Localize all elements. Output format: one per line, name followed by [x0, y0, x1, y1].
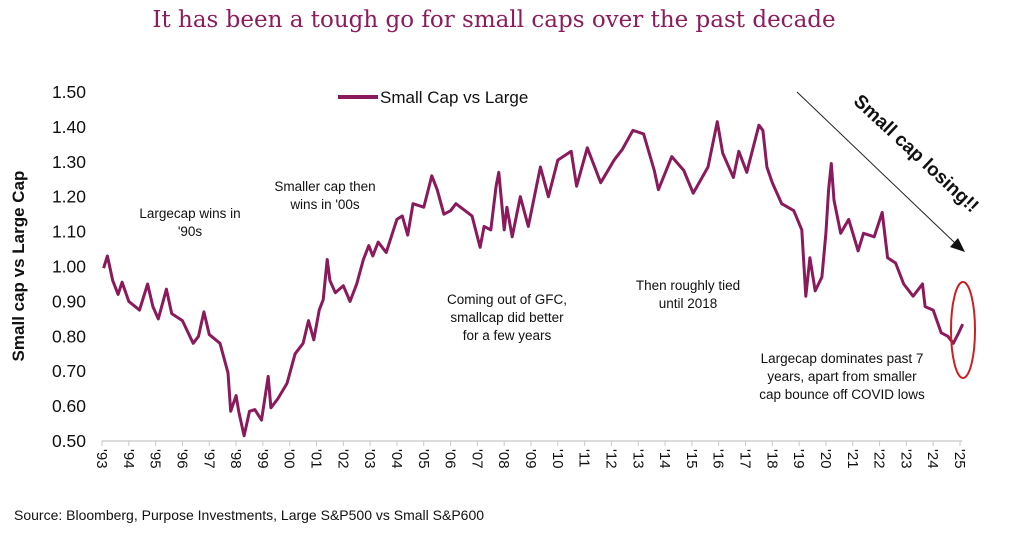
x-tick-label: '05	[415, 449, 432, 469]
y-tick-label: 1.30	[52, 152, 86, 172]
x-tick-label: '10	[549, 449, 566, 469]
x-tick-label: '07	[468, 449, 485, 469]
x-tick-label: '95	[147, 449, 164, 469]
x-tick-label: '94	[120, 449, 137, 469]
y-tick-label: 0.60	[52, 396, 86, 416]
x-tick-label: '99	[254, 449, 271, 469]
x-tick-label: '13	[629, 449, 646, 469]
annotation-tied: Then roughly tied until 2018	[636, 278, 740, 311]
x-tick-label: '17	[737, 449, 754, 469]
legend-label: Small Cap vs Large	[380, 88, 528, 107]
x-tick-label: '97	[200, 449, 217, 469]
y-tick-label: 0.80	[52, 326, 86, 346]
x-tick-label: '15	[683, 449, 700, 469]
x-tick-label: '25	[951, 449, 968, 469]
x-tick-label: '14	[656, 449, 673, 469]
y-tick-label: 1.20	[52, 187, 86, 207]
trend-arrow	[796, 91, 965, 252]
x-tick-label: '93	[93, 449, 110, 469]
x-tick-label: '22	[871, 449, 888, 469]
highlight-ellipse	[950, 281, 976, 379]
x-tick-label: '16	[710, 449, 727, 469]
x-tick-label: '01	[308, 449, 325, 469]
annotation-90s: Largecap wins in '90s	[139, 206, 240, 239]
x-tick-label: '98	[227, 449, 244, 469]
x-tick-label: '02	[334, 449, 351, 469]
x-tick-label: '11	[576, 449, 593, 467]
y-tick-label: 0.50	[52, 431, 86, 451]
arrow-head-icon	[950, 238, 965, 252]
source-note: Source: Bloomberg, Purpose Investments, …	[14, 507, 484, 523]
x-axis: '93 '94 '95 '96 '97 '98 '99 '00 '01 '02 '03 '04 '05 '…	[93, 441, 968, 469]
y-tick-label: 0.90	[52, 291, 86, 311]
x-tick-label: '12	[602, 449, 619, 469]
x-tick-label: '00	[281, 449, 298, 469]
chart-title: It has been a tough go for small caps ov…	[152, 7, 835, 33]
x-tick-label: '19	[790, 449, 807, 469]
x-tick-label: '03	[361, 449, 378, 469]
y-tick-label: 1.40	[52, 117, 86, 137]
annotation-00s: Smaller cap then wins in '00s	[274, 179, 375, 212]
y-tick-label: 1.10	[52, 222, 86, 242]
x-tick-label: '23	[897, 449, 914, 469]
annotation-recent: Largecap dominates past 7 years, apart fr…	[759, 351, 925, 402]
x-tick-label: '21	[844, 449, 861, 469]
series-line-small-cap-vs-large	[102, 120, 965, 438]
legend: Small Cap vs Large	[338, 88, 528, 107]
y-tick-label: 0.70	[52, 361, 86, 381]
y-axis-label: Small cap vs Large Cap	[9, 171, 28, 362]
x-tick-label: '20	[817, 449, 834, 469]
y-tick-label: 1.50	[52, 82, 86, 102]
annotation-gfc: Coming out of GFC, smallcap did better for…	[447, 292, 567, 343]
x-tick-label: '08	[495, 449, 512, 469]
x-tick-label: '09	[522, 449, 539, 469]
x-tick-label: '04	[388, 449, 405, 469]
y-tick-label: 1.00	[52, 257, 86, 277]
x-tick-label: '96	[173, 449, 190, 469]
annotation-small-cap-losing: Small cap losing!!	[849, 91, 982, 217]
y-axis: 0.50 0.60 0.70 0.80 0.90 1.00 1.10 1.20 1.30 1.40…	[52, 82, 86, 451]
x-tick-label: '06	[442, 449, 459, 469]
x-tick-label: '18	[763, 449, 780, 469]
x-tick-label: '24	[924, 449, 941, 469]
